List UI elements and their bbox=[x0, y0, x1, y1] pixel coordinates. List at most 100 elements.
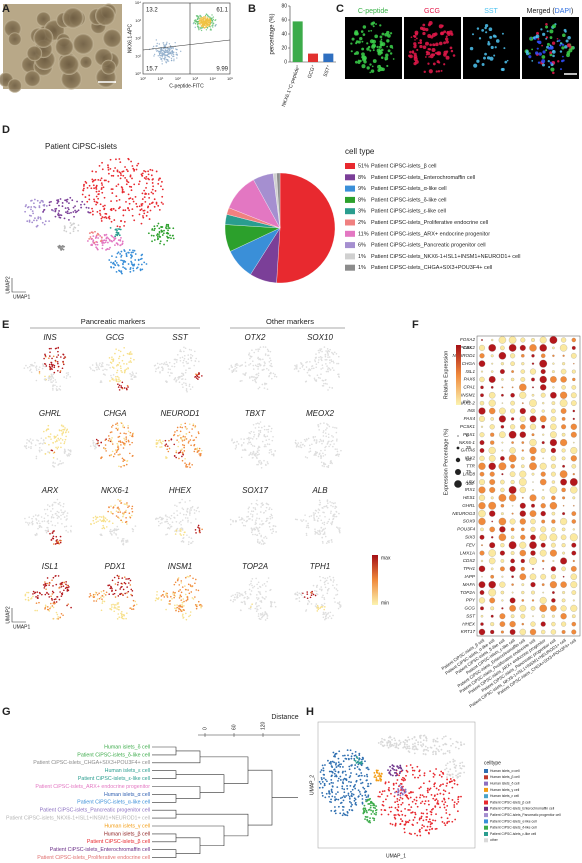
feature-cell bbox=[320, 373, 322, 375]
umap-cell bbox=[399, 796, 402, 799]
expression-dot bbox=[562, 551, 565, 555]
expression-dot bbox=[479, 401, 485, 406]
feature-cell bbox=[102, 369, 104, 371]
feature-cell bbox=[336, 450, 339, 453]
feature-cell bbox=[240, 609, 242, 612]
umap-cell bbox=[123, 267, 126, 270]
stain-signal bbox=[413, 45, 417, 49]
flow-event bbox=[155, 49, 157, 51]
umap-cell bbox=[145, 178, 147, 180]
feature-cell bbox=[254, 427, 257, 429]
expression-dot bbox=[509, 629, 516, 635]
feature-cell bbox=[309, 596, 312, 599]
feature-cell bbox=[118, 508, 120, 510]
stain-signal bbox=[366, 42, 369, 45]
axis-title: Distance bbox=[271, 714, 298, 721]
feature-cell bbox=[57, 511, 60, 514]
umap-cell bbox=[99, 212, 101, 215]
expression-dot bbox=[542, 401, 545, 405]
expression-dot bbox=[572, 409, 576, 413]
umap-cell bbox=[143, 177, 146, 179]
feature-cell bbox=[318, 356, 320, 359]
feature-cell bbox=[64, 356, 66, 358]
flow-event bbox=[172, 47, 174, 50]
feature-cell bbox=[191, 428, 193, 430]
feature-cell bbox=[170, 514, 173, 517]
leaf-label: Patient CiPSC-islets_β cell bbox=[87, 839, 150, 845]
stain-signal bbox=[561, 55, 564, 58]
flow-event bbox=[166, 54, 168, 57]
feature-cell bbox=[261, 584, 264, 586]
stain-signal bbox=[561, 46, 565, 50]
feature-cell bbox=[191, 506, 193, 509]
feature-cell bbox=[108, 357, 111, 359]
feature-cell bbox=[320, 527, 323, 529]
feature-cell bbox=[338, 603, 341, 606]
feature-cell bbox=[59, 437, 62, 440]
umap-cell bbox=[120, 236, 122, 239]
feature-cell bbox=[174, 533, 177, 535]
feature-cell bbox=[263, 387, 266, 389]
feature-cell bbox=[160, 366, 163, 369]
feature-cell bbox=[179, 530, 182, 532]
umap-cell bbox=[419, 796, 421, 799]
expression-dot bbox=[511, 583, 514, 586]
feature-cell bbox=[60, 462, 63, 465]
expression-dot bbox=[549, 549, 557, 557]
feature-cell bbox=[270, 365, 273, 368]
feature-cell bbox=[264, 382, 266, 385]
feature-cell bbox=[44, 581, 46, 583]
stain-signal bbox=[350, 42, 353, 45]
umap-cell bbox=[118, 234, 121, 237]
feature-cell bbox=[125, 520, 128, 523]
stain-title: Merged (DAPI) bbox=[527, 8, 574, 15]
feature-cell bbox=[201, 605, 203, 607]
umap-cell bbox=[352, 793, 355, 796]
feature-cell bbox=[243, 600, 246, 603]
expression-dot bbox=[519, 518, 526, 525]
feature-cell bbox=[122, 513, 125, 516]
feature-cell bbox=[318, 359, 320, 361]
feature-cell bbox=[180, 449, 182, 452]
feature-cell bbox=[326, 423, 328, 425]
feature-cell bbox=[173, 358, 176, 361]
feature-cell bbox=[234, 448, 237, 450]
feature-cell bbox=[324, 353, 327, 356]
flow-event bbox=[167, 60, 170, 62]
umap-cell bbox=[91, 178, 94, 181]
feature-cell bbox=[179, 349, 182, 351]
expression-dot bbox=[479, 344, 485, 351]
umap-cell bbox=[61, 247, 64, 250]
stain-signal bbox=[542, 32, 546, 36]
feature-cell bbox=[268, 375, 270, 378]
expression-dot bbox=[541, 441, 545, 445]
flow-event bbox=[211, 19, 213, 22]
umap-cell bbox=[56, 202, 59, 205]
feature-cell bbox=[231, 371, 234, 374]
feature-cell bbox=[121, 615, 124, 618]
feature-cell bbox=[173, 512, 175, 515]
feature-cell bbox=[110, 439, 113, 441]
legend-swatch bbox=[345, 219, 355, 226]
feature-cell bbox=[27, 599, 30, 602]
feature-cell bbox=[52, 516, 55, 519]
expression-dot bbox=[539, 604, 547, 613]
expression-dot bbox=[488, 392, 496, 399]
feature-cell bbox=[62, 428, 65, 431]
feature-cell bbox=[265, 445, 267, 448]
dendrogram-branch bbox=[152, 809, 177, 819]
umap-cell bbox=[115, 185, 118, 188]
feature-cell bbox=[188, 463, 190, 466]
umap-cell bbox=[116, 229, 118, 232]
stain-signal bbox=[545, 25, 549, 29]
feature-cell bbox=[261, 612, 264, 614]
flow-event bbox=[199, 17, 202, 20]
feature-cell bbox=[180, 582, 183, 584]
feature-cell bbox=[53, 466, 56, 468]
feature-cell bbox=[102, 524, 104, 527]
umap-cell bbox=[145, 187, 147, 189]
umap-cell bbox=[380, 813, 383, 816]
umap-cell bbox=[334, 796, 336, 798]
stain-signal bbox=[431, 47, 436, 53]
feature-cell bbox=[112, 359, 115, 362]
